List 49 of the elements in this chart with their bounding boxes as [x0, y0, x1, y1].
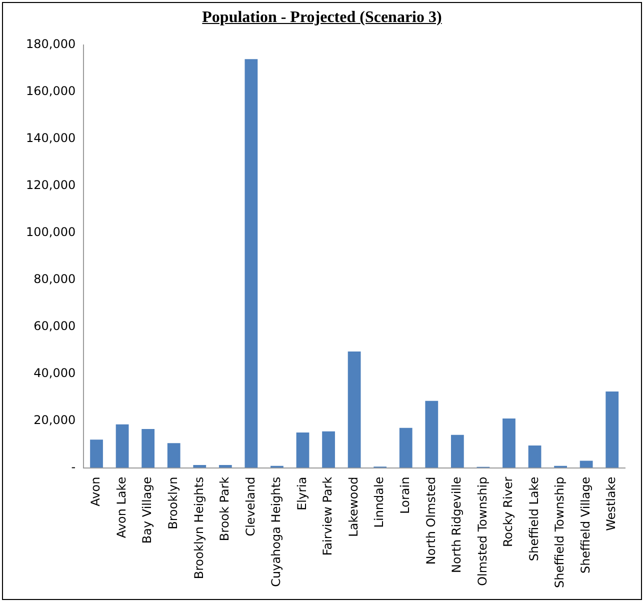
x-tick-label: North Olmsted	[424, 476, 438, 565]
bar	[116, 424, 129, 468]
x-tick-label: Fairview Park	[320, 476, 335, 556]
y-tick-label: 80,000	[34, 272, 76, 286]
bar	[167, 443, 180, 468]
bar	[244, 59, 258, 468]
x-tick-label: Cuyahoga Heights	[269, 476, 284, 587]
bar	[142, 429, 155, 468]
x-tick-label: Brooklyn	[166, 476, 180, 530]
bar	[218, 464, 232, 468]
y-tick-label: 20,000	[34, 412, 76, 427]
x-tick-label: Rocky River	[501, 476, 516, 548]
x-tick-label: Bay Village	[140, 476, 154, 544]
x-tick-label: Lorain	[398, 476, 412, 514]
x-tick-label: Olmsted Township	[475, 476, 490, 586]
x-tick-label: Lakewood	[346, 476, 360, 537]
y-tick-label: 120,000	[26, 178, 76, 192]
y-tick-label: 140,000	[26, 131, 76, 146]
bar	[502, 418, 516, 468]
y-tick-label: 100,000	[26, 225, 76, 240]
y-tick-label: 60,000	[34, 318, 76, 333]
x-tick-label: Sheffield Township	[552, 476, 567, 588]
y-tick-label: 160,000	[26, 84, 76, 98]
bar	[580, 460, 593, 468]
x-tick-label: Avon	[88, 476, 103, 506]
x-tick-label: Linndale	[372, 476, 386, 528]
x-tick-label: Avon Lake	[114, 476, 128, 538]
x-tick-label: Brook Park	[218, 476, 232, 542]
x-tick-label: Sheffield Village	[578, 476, 592, 574]
y-tick-label: 180,000	[26, 37, 76, 52]
chart-title: Population - Projected (Scenario 3)	[201, 9, 443, 27]
x-tick-label: Brooklyn Heights	[192, 476, 206, 580]
bar	[399, 428, 412, 468]
x-tick-label: Westlake	[604, 476, 618, 531]
bar	[348, 352, 361, 468]
bar	[322, 431, 335, 468]
x-tick-label: Elyria	[294, 476, 309, 510]
y-tick-label: 40,000	[34, 366, 76, 380]
bar	[450, 434, 464, 468]
bar	[606, 391, 619, 468]
x-tick-label: North Ridgeville	[450, 476, 464, 573]
x-tick-label: Cleveland	[243, 476, 258, 536]
bar	[193, 464, 206, 468]
bar	[425, 400, 438, 468]
x-tick-label: Sheffield Lake	[526, 476, 541, 562]
bar	[296, 432, 310, 468]
bar	[528, 445, 542, 468]
bar	[90, 440, 103, 468]
y-tick-label: -	[71, 460, 76, 474]
